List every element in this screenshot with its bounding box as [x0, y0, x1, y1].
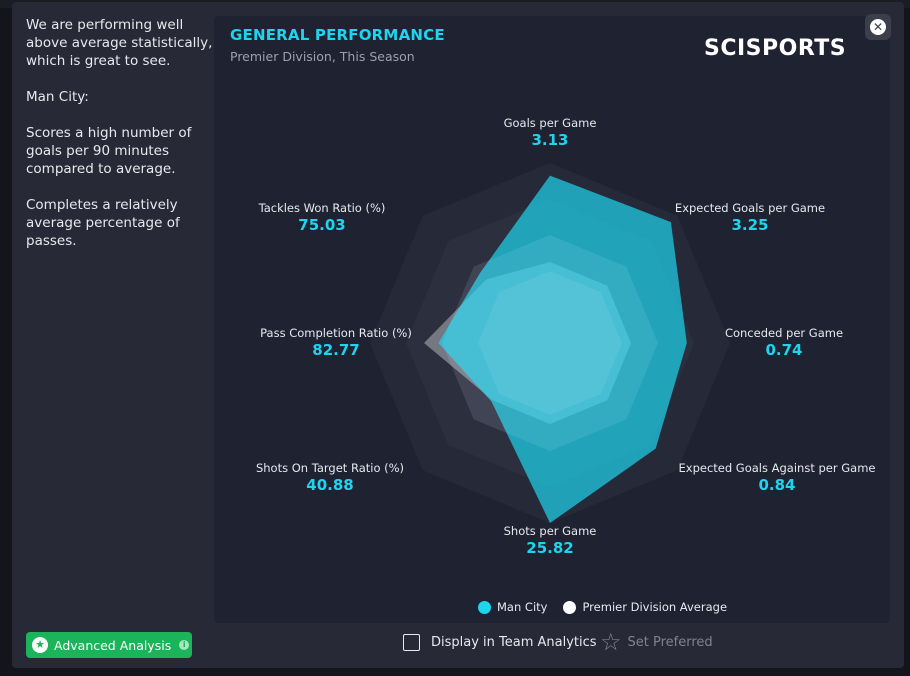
average-dot-icon [563, 600, 577, 614]
metric-label: Conceded per Game 0.74 [674, 326, 894, 359]
metric-name: Shots per Game [503, 524, 597, 538]
metric-value: 40.88 [306, 476, 354, 494]
metric-value: 0.84 [758, 476, 796, 494]
set-preferred-button[interactable]: ☆ Set Preferred [600, 630, 713, 654]
metric-name: Expected Goals per Game [674, 201, 826, 215]
metric-name: Pass Completion Ratio (%) [260, 326, 412, 340]
metric-name: Expected Goals Against per Game [678, 461, 876, 475]
inner-rings [442, 235, 658, 451]
panel-subtitle: Premier Division, This Season [230, 49, 415, 64]
performance-modal: We are performing well above average sta… [12, 2, 904, 668]
advanced-analysis-button[interactable]: ★ Advanced Analysis i [26, 632, 192, 658]
radar-chart [370, 163, 730, 523]
metric-name: Goals per Game [503, 116, 597, 130]
metric-value: 25.82 [526, 539, 574, 557]
metric-label: Tackles Won Ratio (%) 75.03 [212, 201, 432, 234]
advanced-label: Advanced Analysis [54, 637, 172, 653]
brand-logo: SCISPORTS [704, 36, 847, 61]
metric-name: Conceded per Game [724, 326, 844, 340]
metric-label: Goals per Game 3.13 [440, 116, 660, 149]
panel-title: GENERAL PERFORMANCE [230, 26, 445, 44]
inner-ring [442, 235, 658, 451]
radar-panel: GENERAL PERFORMANCE Premier Division, Th… [214, 16, 890, 623]
summary-paragraph: Completes a relatively average percentag… [26, 197, 180, 249]
team-dot-icon [478, 600, 491, 614]
summary-text: We are performing well above average sta… [26, 16, 216, 268]
summary-paragraph: Scores a high number of goals per 90 min… [26, 125, 192, 177]
legend-team: Man City [497, 600, 548, 614]
metric-value: 3.25 [731, 216, 769, 234]
metric-value: 0.74 [765, 341, 803, 359]
display-label: Display in Team Analytics [431, 635, 597, 650]
summary-paragraph: We are performing well above average sta… [26, 17, 213, 69]
metric-value: 82.77 [312, 341, 360, 359]
metric-label: Expected Goals Against per Game 0.84 [667, 461, 887, 494]
metric-label: Shots On Target Ratio (%) 40.88 [220, 461, 440, 494]
legend: Man City Premier Division Average [478, 600, 727, 614]
metric-label: Shots per Game 25.82 [440, 524, 660, 557]
metric-label: Expected Goals per Game 3.25 [640, 201, 860, 234]
legend-average: Premier Division Average [582, 600, 728, 614]
close-icon: ✕ [870, 19, 886, 35]
metric-name: Shots On Target Ratio (%) [255, 461, 405, 475]
star-icon: ★ [32, 637, 48, 653]
checkbox-icon[interactable] [403, 634, 420, 651]
inner-ring [478, 271, 622, 415]
metric-value: 3.13 [531, 131, 569, 149]
metric-value: 75.03 [298, 216, 346, 234]
close-button[interactable]: ✕ [865, 14, 891, 40]
team-polygon [438, 175, 687, 523]
star-outline-icon: ☆ [600, 628, 622, 656]
metric-label: Pass Completion Ratio (%) 82.77 [226, 326, 446, 359]
preferred-label: Set Preferred [627, 634, 713, 650]
display-team-analytics-checkbox[interactable]: Display in Team Analytics [403, 634, 597, 651]
metric-name: Tackles Won Ratio (%) [258, 201, 386, 215]
summary-paragraph: Man City: [26, 89, 89, 105]
info-icon: i [179, 640, 190, 650]
